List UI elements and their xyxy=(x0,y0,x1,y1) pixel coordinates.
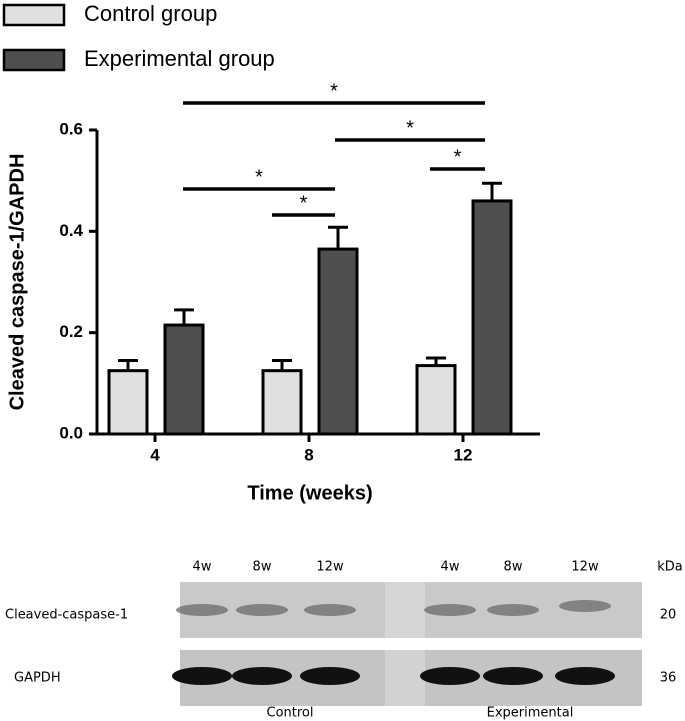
band xyxy=(487,604,539,616)
bar xyxy=(415,364,457,436)
legend-swatch xyxy=(2,48,66,72)
band xyxy=(236,604,288,616)
lane-label: 4w xyxy=(193,560,212,575)
lane-label: 12w xyxy=(571,560,599,575)
kda-label: 20 xyxy=(660,608,677,623)
band xyxy=(304,604,356,616)
band xyxy=(300,667,360,685)
band xyxy=(232,667,292,685)
legend-label: Experimental group xyxy=(84,46,275,71)
bar xyxy=(163,323,205,436)
lane-label: 4w xyxy=(441,560,460,575)
lane-label: 8w xyxy=(504,560,523,575)
bar xyxy=(107,369,149,436)
bar xyxy=(317,247,359,436)
legend-label: Control group xyxy=(84,1,217,26)
western-blot: 4w 8w 12w 4w 8w 12w kDa Cleaved-caspase-1 20 GAPD… xyxy=(5,560,683,721)
significance-star: * xyxy=(300,192,308,214)
band xyxy=(176,604,228,616)
bar xyxy=(261,369,303,436)
row-label: GAPDH xyxy=(14,671,61,686)
group-label: Control xyxy=(267,706,314,721)
band xyxy=(420,667,480,685)
legend-swatch xyxy=(2,3,66,27)
band xyxy=(483,667,543,685)
bar xyxy=(471,199,513,436)
y-tick-label: 0.2 xyxy=(59,322,83,341)
y-tick-label: 0.6 xyxy=(59,119,83,138)
row-label: Cleaved-caspase-1 xyxy=(5,608,128,623)
x-axis-label: Time (weeks) xyxy=(247,482,372,504)
kda-label: 36 xyxy=(660,671,677,686)
band xyxy=(424,604,476,616)
significance-star: * xyxy=(406,117,414,139)
blot-gap xyxy=(385,650,425,706)
group-label: Experimental xyxy=(487,706,574,721)
blot-gap xyxy=(385,582,425,638)
x-tick-label: 4 xyxy=(150,445,160,464)
lane-label: 12w xyxy=(316,560,344,575)
unit-label: kDa xyxy=(657,560,683,575)
y-tick-label: 0.0 xyxy=(59,423,83,442)
x-tick-label: 12 xyxy=(454,445,473,464)
y-axis-label: Cleaved caspase-1/GAPDH xyxy=(6,154,28,411)
band xyxy=(559,600,611,612)
band xyxy=(172,667,232,685)
lane-label: 8w xyxy=(253,560,272,575)
significance-star: * xyxy=(330,80,338,102)
band xyxy=(555,667,615,685)
significance-star: * xyxy=(454,146,462,168)
y-tick-label: 0.4 xyxy=(59,221,83,240)
x-tick-label: 8 xyxy=(304,445,313,464)
significance-star: * xyxy=(255,166,263,188)
